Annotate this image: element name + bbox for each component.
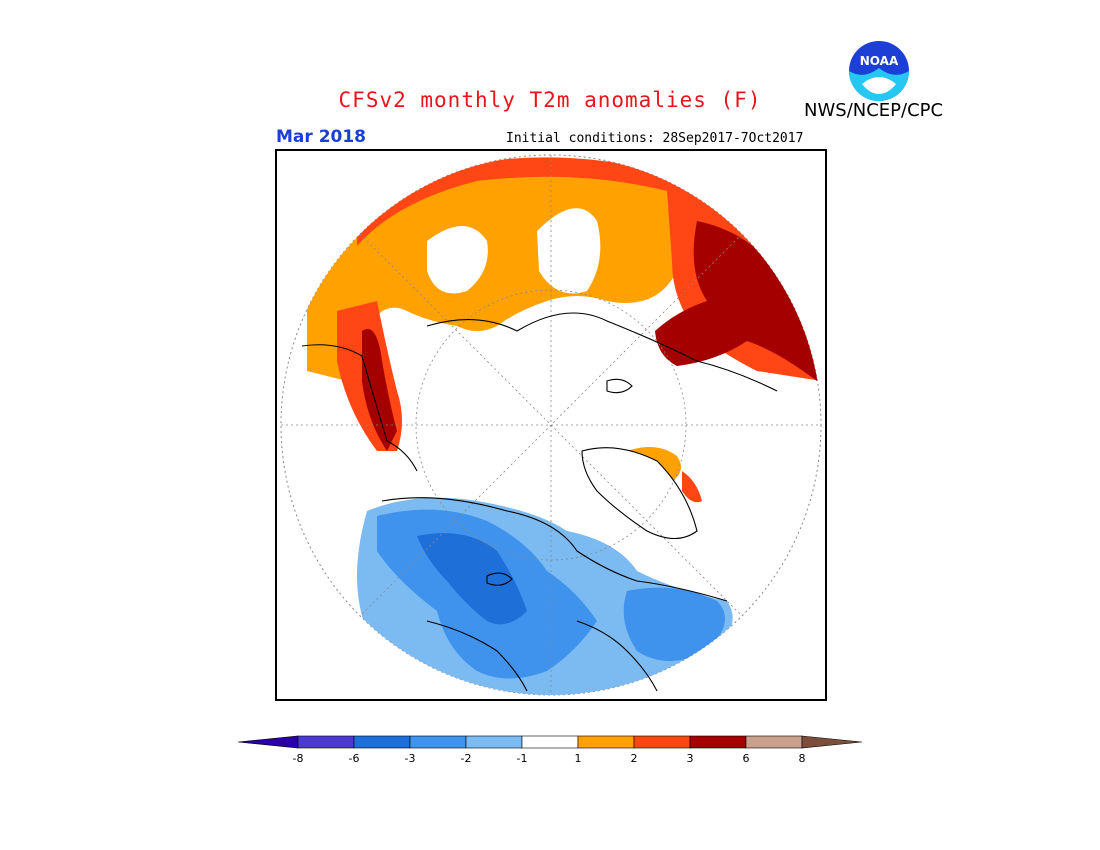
agency-label: NWS/NCEP/CPC bbox=[804, 100, 944, 121]
anomaly-region-warm-3-6-left bbox=[362, 329, 397, 451]
colorbar-segment bbox=[353, 735, 411, 749]
noaa-logo: NOAA bbox=[849, 41, 909, 101]
colorbar-tick-label: 6 bbox=[742, 752, 750, 765]
graticule bbox=[281, 155, 821, 695]
colorbar-segment bbox=[297, 735, 355, 749]
colorbar-segment bbox=[745, 735, 803, 749]
chart-title: CFSv2 monthly T2m anomalies (F) bbox=[338, 88, 762, 112]
anomaly-region-warm-3-6-right bbox=[655, 221, 821, 381]
colorbar-segment bbox=[633, 735, 691, 749]
colorbar-tick-label: -6 bbox=[348, 752, 360, 765]
colorbar-arrow-low bbox=[238, 735, 299, 749]
colorbar-tick-label: -8 bbox=[292, 752, 304, 765]
anomaly-region-arctic-neutral-top bbox=[427, 226, 488, 294]
colorbar-tick-label: -2 bbox=[460, 752, 472, 765]
colorbar-segment bbox=[577, 735, 635, 749]
colorbar-segments bbox=[238, 735, 862, 749]
colorbar-segment bbox=[465, 735, 523, 749]
colorbar-segment bbox=[521, 735, 579, 749]
noaa-logo-text: NOAA bbox=[860, 54, 899, 68]
colorbar-segment bbox=[409, 735, 467, 749]
colorbar-segment bbox=[689, 735, 747, 749]
valid-month-label: Mar 2018 bbox=[276, 127, 367, 147]
anomaly-region-cold-2-3-east bbox=[623, 587, 725, 661]
anomaly-region-arctic-neutral-center bbox=[537, 208, 601, 294]
anomaly-region-cold-3-6 bbox=[417, 533, 527, 625]
colorbar-tick-label: 3 bbox=[686, 752, 694, 765]
colorbar-tick-label: 2 bbox=[630, 752, 638, 765]
colorbar-tick-label: -3 bbox=[404, 752, 416, 765]
anomaly-region-warm-2-3-alaska bbox=[682, 471, 702, 503]
colorbar-tick-label: 1 bbox=[574, 752, 582, 765]
colorbar-tick-label: 8 bbox=[798, 752, 806, 765]
anomaly-field bbox=[307, 157, 821, 695]
polar-map bbox=[280, 154, 822, 696]
colorbar-arrow-high bbox=[801, 735, 862, 749]
anomaly-region-neutral-greenland bbox=[582, 447, 697, 539]
colorbar-tick-label: -1 bbox=[516, 752, 528, 765]
initial-conditions-label: Initial conditions: 28Sep2017-7Oct2017 bbox=[506, 131, 804, 146]
coastlines bbox=[301, 312, 778, 692]
colorbar bbox=[238, 735, 862, 749]
map-frame bbox=[275, 149, 827, 701]
